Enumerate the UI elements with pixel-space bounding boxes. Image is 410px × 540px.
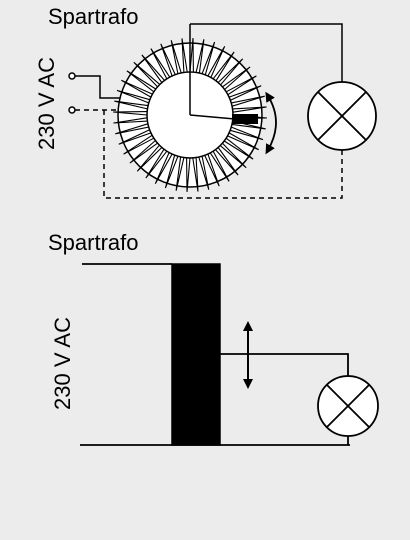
winding-loop [154,152,173,184]
winding-loop [198,156,210,190]
winding-loop [231,95,265,107]
schematic-diagram: Spartrafo 230 V AC [48,230,379,446]
curved-double-arrow-icon [265,91,277,155]
winding-loop [118,129,152,145]
winding-loop [230,126,264,141]
winding-loop [215,147,239,176]
winding-loop [201,41,216,75]
return-wire-dashed [103,110,343,199]
winding-loop [121,79,153,98]
winding-loop [123,134,155,155]
primary-wire-top [75,75,128,99]
winding-loop [129,140,158,164]
winding-loop [207,46,226,78]
winding-loop [133,61,161,88]
schematic-voltage-label: 230 V AC [50,317,75,410]
winding-loop [141,54,165,83]
toroid-windings [113,38,267,192]
winding-loop [222,66,251,90]
tap-wire [220,353,349,376]
wiper-brush [232,114,258,124]
winding-loop [212,51,235,82]
winding-loop [186,157,191,192]
winding-loop [160,43,176,77]
lamp-icon [307,81,377,151]
winding-loop [113,111,148,116]
wiper-wire [190,23,343,82]
winding-loop [170,40,182,74]
winding-loop [164,155,179,189]
winding-loop [113,117,148,124]
winding-loop [227,132,259,151]
winding-loop [209,150,230,182]
winding-loop [136,144,163,172]
terminal-top-icon [68,72,76,80]
winding-loop [219,142,247,169]
winding-loop [223,137,254,160]
winding-loop [145,148,168,179]
winding-loop [204,153,220,187]
winding-loop [192,157,199,192]
winding-loop [116,89,150,104]
winding-loop [225,75,257,96]
lamp-icon [317,375,379,437]
winding-loop [181,38,188,73]
winding-loop [189,38,194,73]
winding-loop [115,123,149,135]
toroid-title: Spartrafo [48,4,139,29]
winding-loop [150,48,171,80]
winding-loop [114,100,149,110]
winding-loop [126,70,157,93]
toroid-diagram: Spartrafo 230 V AC [34,4,377,199]
transformer-core [171,263,221,446]
winding-loop [217,58,244,86]
winding-loop [195,39,205,74]
toroid-voltage-label: 230 V AC [34,57,59,150]
schematic-title: Spartrafo [48,230,139,255]
winding-loop [175,156,185,191]
winding-loop [228,85,262,101]
terminal-bottom-icon [68,106,76,114]
